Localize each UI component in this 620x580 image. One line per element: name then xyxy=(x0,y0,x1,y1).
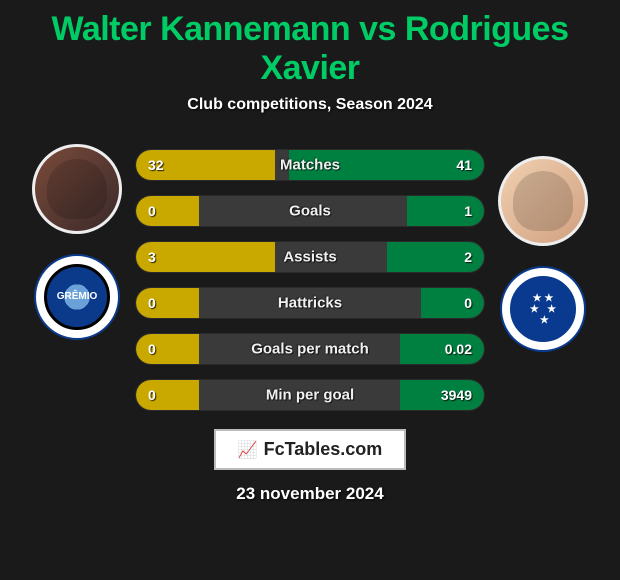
stat-value-left: 0 xyxy=(148,387,156,403)
stat-value-left: 0 xyxy=(148,295,156,311)
page-title: Walter Kannemann vs Rodrigues Xavier xyxy=(0,10,620,88)
right-player-avatar xyxy=(498,156,588,246)
stats-list: Matches3241Goals01Assists32Hattricks00Go… xyxy=(135,149,485,411)
subtitle: Club competitions, Season 2024 xyxy=(187,96,432,114)
stat-row: Goals 0 1 xyxy=(135,195,485,227)
chart-icon: 📈 xyxy=(238,440,258,460)
player-silhouette-icon xyxy=(513,171,573,231)
stat-row: Assists 3 2 xyxy=(135,241,485,273)
stat-label: Goals per match xyxy=(251,341,369,358)
stat-row: Goals per match 0 0.02 xyxy=(135,333,485,365)
stat-bar-right xyxy=(407,196,484,226)
left-club-label: GRÊMIO xyxy=(57,292,98,302)
stat-bar-right xyxy=(421,288,484,318)
stat-bar-left xyxy=(136,380,199,410)
stat-value-right: 3949 xyxy=(441,387,472,403)
stat-bar-left xyxy=(136,334,199,364)
stat-label: Hattricks xyxy=(278,295,342,312)
stat-row: Hattricks 0 0 xyxy=(135,287,485,319)
stat-row: Min per goal 0 3949 xyxy=(135,379,485,411)
stat-row: Matches 32 41 xyxy=(135,149,485,181)
stat-value-right: 1 xyxy=(464,203,472,219)
left-column: GRÊMIO xyxy=(27,144,127,340)
stat-value-left: 0 xyxy=(148,341,156,357)
left-player-avatar xyxy=(32,144,122,234)
stat-value-right: 0.02 xyxy=(445,341,472,357)
left-club-logo: GRÊMIO xyxy=(34,254,120,340)
player-silhouette-icon xyxy=(47,159,107,219)
gremio-badge-icon: GRÊMIO xyxy=(44,264,110,330)
stat-label: Min per goal xyxy=(266,387,354,404)
stat-value-left: 3 xyxy=(148,249,156,265)
stat-value-right: 41 xyxy=(456,157,472,173)
comparison-card: Walter Kannemann vs Rodrigues Xavier Clu… xyxy=(0,0,620,580)
right-column xyxy=(493,144,593,352)
stat-label: Goals xyxy=(289,203,331,220)
stat-label: Matches xyxy=(280,157,340,174)
stat-bar-left xyxy=(136,242,275,272)
stat-value-right: 0 xyxy=(464,295,472,311)
stat-bar-left xyxy=(136,196,199,226)
stat-bar-left xyxy=(136,288,199,318)
date-label: 23 november 2024 xyxy=(236,484,383,504)
stat-value-left: 0 xyxy=(148,203,156,219)
main-row: GRÊMIO Matches3241Goals01Assists32Hattri… xyxy=(0,144,620,411)
right-club-logo xyxy=(500,266,586,352)
stat-label: Assists xyxy=(283,249,336,266)
stat-value-right: 2 xyxy=(464,249,472,265)
brand-text: FcTables.com xyxy=(264,439,383,460)
brand-badge: 📈 FcTables.com xyxy=(214,429,407,470)
cruzeiro-badge-icon xyxy=(507,273,579,345)
stat-value-left: 32 xyxy=(148,157,164,173)
